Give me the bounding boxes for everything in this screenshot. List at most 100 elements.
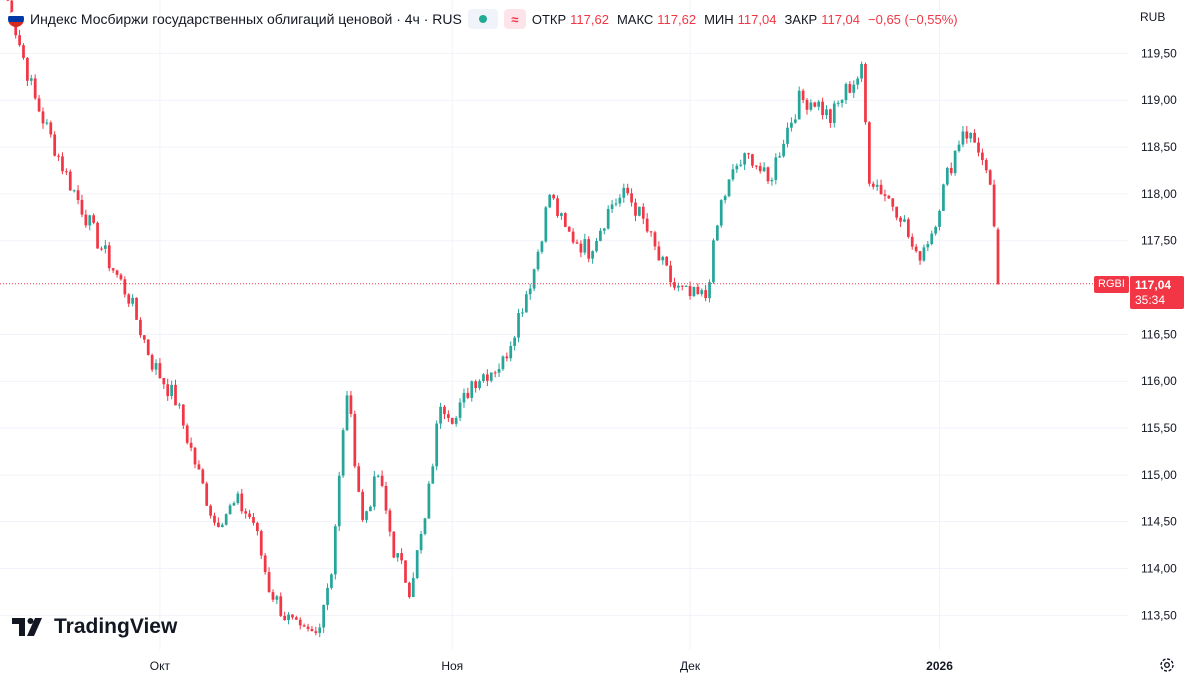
candle-body	[634, 202, 637, 216]
candle-body	[969, 132, 973, 139]
candle-body	[201, 469, 205, 484]
tradingview-logo-icon	[12, 618, 42, 636]
candle-body	[178, 404, 181, 406]
candle-body	[669, 265, 672, 283]
candle-body	[431, 466, 435, 484]
candle-body	[103, 245, 107, 249]
candle-body	[977, 142, 980, 153]
candle-body	[349, 395, 353, 414]
candle-body	[567, 226, 571, 232]
candle-body	[485, 374, 489, 381]
candle-body	[45, 122, 49, 124]
candle-body	[770, 179, 774, 182]
candle-body	[938, 210, 941, 227]
candle-body	[474, 381, 478, 389]
candle-body	[376, 475, 380, 477]
candle-body	[704, 290, 708, 299]
candle-body	[228, 505, 232, 515]
candle-body	[392, 531, 396, 558]
candle-body	[595, 240, 598, 252]
candle-body	[318, 627, 322, 633]
candle-body	[41, 111, 45, 124]
candle-body	[926, 244, 930, 248]
candle-body	[684, 286, 688, 288]
candle-body	[614, 203, 618, 205]
y-tick-label: 115,00	[1141, 468, 1177, 482]
candle-body	[965, 131, 969, 139]
chart-header: Индекс Мосбиржи государственных облигаци…	[8, 8, 962, 30]
candle-body	[26, 57, 29, 81]
approx-button[interactable]: ≈	[503, 9, 526, 29]
y-tick-label: 115,50	[1141, 421, 1177, 435]
candle-body	[123, 279, 127, 295]
candle-body	[556, 198, 559, 216]
high-label: МАКС	[616, 11, 654, 27]
status-dot-icon	[478, 15, 487, 23]
candle-body	[220, 524, 224, 528]
currency-label[interactable]: RUB	[1140, 10, 1166, 24]
candle-body	[365, 511, 368, 520]
gear-icon[interactable]	[1158, 656, 1176, 674]
candle-body	[579, 243, 583, 253]
candle-body	[84, 214, 88, 226]
bar-countdown: 35:34	[1135, 293, 1166, 307]
candle-body	[419, 534, 423, 551]
candle-body	[587, 239, 591, 259]
candle-body	[271, 592, 275, 600]
candle-body	[150, 355, 154, 370]
high-value: 117,62	[657, 11, 697, 27]
candle-body	[357, 466, 361, 492]
candle-body	[224, 514, 228, 525]
candle-body	[267, 572, 271, 593]
candle-body	[454, 417, 458, 424]
candle-body	[345, 395, 349, 431]
candle-body	[427, 483, 431, 519]
market-status-button[interactable]	[467, 9, 498, 29]
candle-body	[649, 231, 653, 233]
candle-body	[65, 171, 68, 173]
logo-text: TradingView	[54, 615, 178, 638]
candle-body	[482, 374, 485, 382]
candle-body	[33, 78, 37, 99]
candle-body	[450, 417, 454, 424]
candle-body	[29, 78, 33, 81]
candle-body	[501, 356, 505, 370]
candle-body	[435, 423, 439, 467]
candle-body	[240, 493, 244, 512]
candle-body	[942, 184, 945, 211]
symbol-title[interactable]: Индекс Мосбиржи государственных облигаци…	[30, 11, 462, 27]
candle-body	[217, 522, 220, 528]
candle-body	[739, 164, 743, 166]
candle-body	[408, 582, 411, 598]
tradingview-logo[interactable]: TradingView	[12, 614, 177, 640]
candle-body	[447, 414, 450, 418]
y-tick-label: 118,50	[1141, 140, 1177, 154]
candle-body	[189, 442, 193, 448]
candle-body	[298, 619, 302, 626]
candle-body	[18, 35, 21, 46]
candle-body	[470, 381, 474, 398]
candle-body	[719, 200, 723, 226]
candle-body	[700, 290, 704, 295]
candle-body	[100, 248, 103, 250]
candle-body	[400, 553, 403, 561]
candle-body	[131, 297, 134, 304]
candle-body	[115, 270, 119, 275]
candle-body	[142, 335, 146, 340]
candle-body	[162, 378, 166, 385]
candle-body	[158, 363, 162, 379]
change-value: −0,65 (−0,55%)	[868, 11, 958, 27]
x-tick-label: Ноя	[441, 659, 463, 673]
candle-body	[747, 153, 750, 155]
candle-body	[388, 510, 392, 532]
candle-body	[708, 282, 711, 299]
candle-body	[209, 505, 212, 516]
candle-body	[146, 339, 150, 356]
candle-body	[560, 213, 563, 216]
candle-body	[973, 132, 976, 143]
candle-body	[856, 78, 860, 85]
open-value: 117,62	[570, 11, 609, 27]
candle-body	[252, 517, 255, 523]
candle-body	[786, 127, 789, 144]
